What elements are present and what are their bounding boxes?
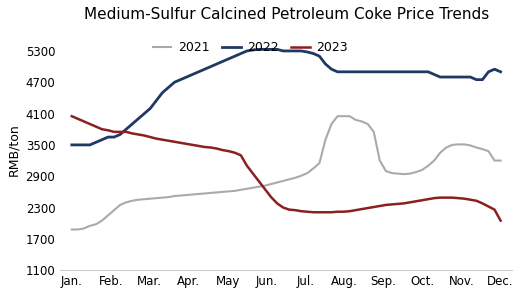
2023: [69, 114, 75, 118]
2023: [340, 210, 347, 214]
2021: [364, 122, 371, 126]
2021: [347, 114, 353, 118]
2021: [497, 159, 504, 162]
2023: [359, 207, 365, 211]
2022: [364, 70, 371, 73]
2021: [213, 191, 220, 194]
2021: [171, 194, 177, 198]
2022: [129, 122, 135, 126]
2022: [347, 70, 353, 73]
2023: [213, 147, 220, 150]
2021: [129, 199, 135, 203]
Y-axis label: RMB/ton: RMB/ton: [7, 124, 20, 176]
2021: [310, 167, 316, 170]
2023: [497, 219, 504, 222]
2021: [335, 114, 341, 118]
2023: [310, 210, 316, 214]
Legend: 2021, 2022, 2023: 2021, 2022, 2023: [148, 36, 353, 59]
2022: [213, 62, 220, 66]
2023: [171, 140, 177, 144]
2022: [316, 54, 323, 58]
Line: 2022: 2022: [72, 49, 501, 145]
2022: [69, 143, 75, 147]
Line: 2023: 2023: [72, 116, 501, 221]
2022: [497, 70, 504, 73]
2022: [256, 47, 262, 51]
Line: 2021: 2021: [72, 116, 501, 230]
2023: [129, 132, 135, 135]
2021: [69, 228, 75, 231]
2022: [171, 81, 177, 84]
Title: Medium-Sulfur Calcined Petroleum Coke Price Trends: Medium-Sulfur Calcined Petroleum Coke Pr…: [84, 7, 489, 22]
